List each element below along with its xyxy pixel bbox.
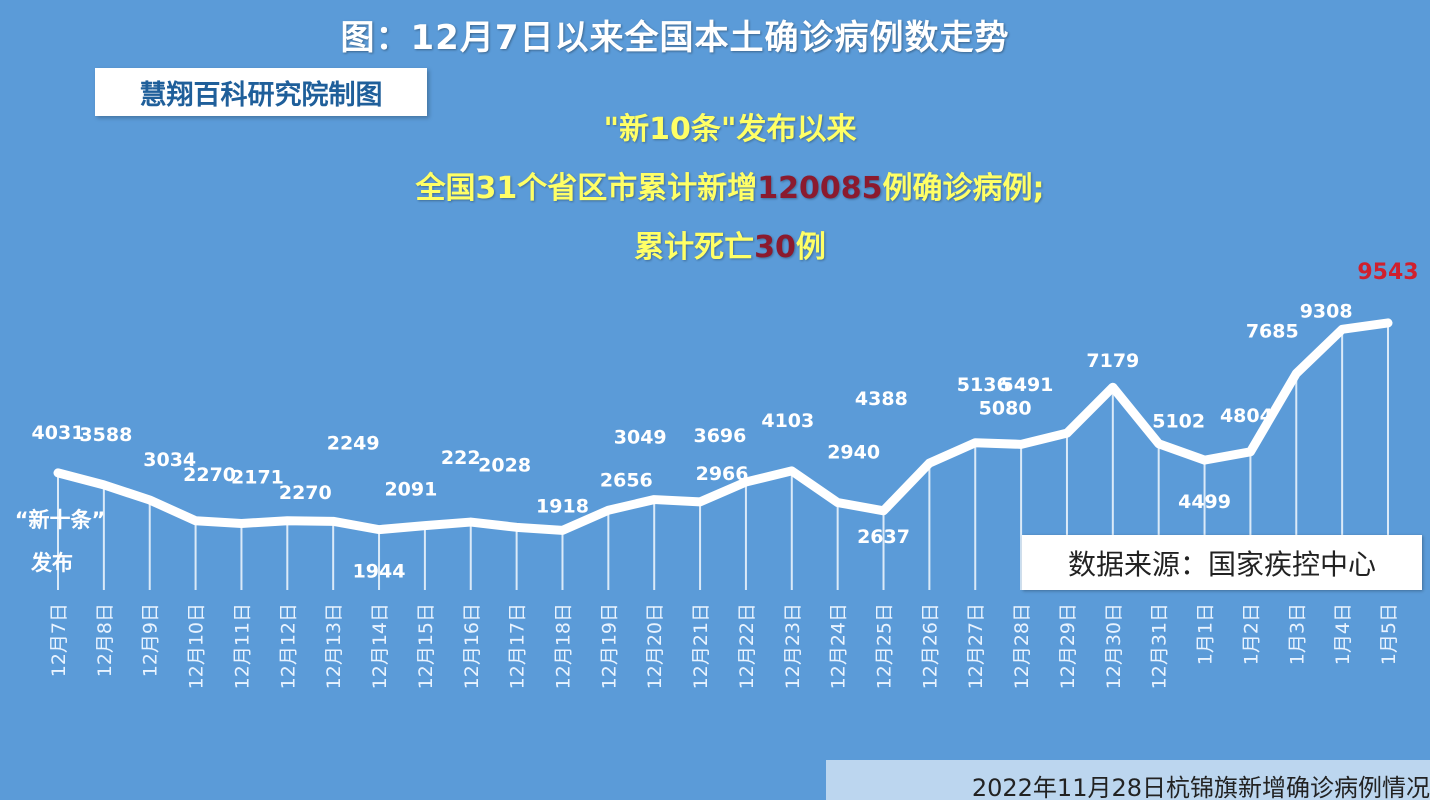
x-axis-tick: 12月14日 (369, 603, 391, 689)
data-label: 3034 (143, 449, 196, 471)
maker-badge: 慧翔百科研究院制图 (95, 68, 427, 116)
x-axis-tick: 12月19日 (598, 603, 620, 689)
data-label: 4804 (1220, 405, 1273, 427)
total-cases-value: 120085 (757, 171, 883, 206)
data-label: 3588 (79, 424, 132, 446)
data-label: 5102 (1152, 411, 1205, 433)
x-axis-tick: 12月22日 (736, 603, 758, 689)
x-axis-tick: 12月23日 (782, 603, 804, 689)
annotation-xinshitiao: “新十条” (15, 508, 106, 532)
x-axis-labels: 12月7日 12月8日 12月9日 12月10日 12月11日 12月12日 12月13日 1… (48, 603, 1400, 689)
summary-line-3: 累计死亡30例 (0, 222, 1430, 266)
data-label: 2270 (279, 482, 332, 504)
summary-line-3-prefix: 累计死亡 (634, 230, 755, 265)
data-label: 2028 (478, 454, 531, 476)
x-axis-tick: 12月27日 (965, 603, 987, 689)
summary-line-2: 全国31个省区市累计新增120085例确诊病例; (0, 163, 1430, 207)
data-label: 4388 (855, 388, 908, 410)
x-axis-tick: 12月21日 (690, 603, 712, 689)
deaths-value: 30 (754, 230, 796, 265)
data-label: 222 (441, 447, 481, 469)
data-label: 2249 (327, 432, 380, 454)
data-label: 7179 (1086, 350, 1139, 372)
data-labels: 4031358830342270217122702249194420912222… (32, 260, 1419, 583)
summary-line-2-suffix: 例确诊病例; (882, 171, 1045, 206)
chart-title: 图：12月7日以来全国本土确诊病例数走势 (340, 18, 1010, 58)
data-label: 5491 (1001, 374, 1054, 396)
summary-line-1: "新10条"发布以来 (603, 112, 857, 147)
line-chart: 4031358830342270217122702249194420912222… (15, 260, 1419, 689)
x-axis-tick: 12月11日 (231, 603, 253, 689)
x-axis-tick: 12月17日 (507, 603, 529, 689)
x-axis-tick: 12月9日 (140, 603, 162, 677)
x-axis-tick: 12月15日 (415, 603, 437, 689)
x-axis-tick: 12月13日 (323, 603, 345, 689)
x-axis-tick: 12月18日 (552, 603, 574, 689)
data-label: 9543 (1357, 260, 1418, 285)
data-label: 7685 (1246, 320, 1299, 342)
data-source-box: 数据来源：国家疾控中心 (1022, 535, 1422, 590)
data-label: 4103 (761, 410, 814, 432)
data-label: 2171 (231, 466, 284, 488)
data-label: 4499 (1178, 491, 1231, 513)
data-label: 2091 (384, 479, 437, 501)
summary-line-3-suffix: 例 (795, 230, 826, 265)
data-label: 1944 (353, 561, 406, 583)
x-axis-tick: 12月30日 (1103, 603, 1125, 689)
data-label: 2270 (183, 464, 236, 486)
x-axis-tick: 12月29日 (1057, 603, 1079, 689)
x-axis-tick: 12月25日 (874, 603, 896, 689)
x-axis-tick: 12月26日 (919, 603, 941, 689)
data-label: 2940 (827, 442, 880, 464)
data-label: 2656 (600, 469, 653, 491)
x-axis-tick: 12月28日 (1011, 603, 1033, 689)
data-label: 4031 (32, 422, 85, 444)
annotation-fabu: 发布 (30, 551, 73, 575)
x-axis-tick: 1月5日 (1378, 603, 1400, 665)
x-axis-tick: 1月2日 (1240, 603, 1262, 665)
summary-line-2-prefix: 全国31个省区市累计新增 (415, 171, 758, 206)
x-axis-tick: 12月8日 (94, 603, 116, 677)
x-axis-tick: 12月16日 (461, 603, 483, 689)
x-axis-tick: 12月7日 (48, 603, 70, 677)
data-label: 1918 (536, 495, 589, 517)
data-label: 5080 (979, 397, 1032, 419)
data-label: 9308 (1300, 300, 1353, 322)
x-axis-tick: 12月20日 (644, 603, 666, 689)
x-axis-tick: 12月12日 (277, 603, 299, 689)
data-label: 2966 (696, 463, 749, 485)
x-axis-tick: 12月10日 (186, 603, 208, 689)
data-label: 5136 (957, 374, 1010, 396)
trend-line (53, 318, 1393, 535)
x-axis-tick: 1月4日 (1332, 603, 1354, 665)
x-axis-tick: 12月24日 (828, 603, 850, 689)
image-caption: 2022年11月28日杭锦旗新增确诊病例情况 (826, 760, 1430, 800)
data-label: 2637 (857, 526, 910, 548)
data-label: 3696 (693, 425, 746, 447)
x-axis-tick: 12月31日 (1149, 603, 1171, 689)
x-axis-tick: 1月3日 (1286, 603, 1308, 665)
x-axis-tick: 1月1日 (1195, 603, 1217, 665)
data-label: 3049 (614, 427, 667, 449)
